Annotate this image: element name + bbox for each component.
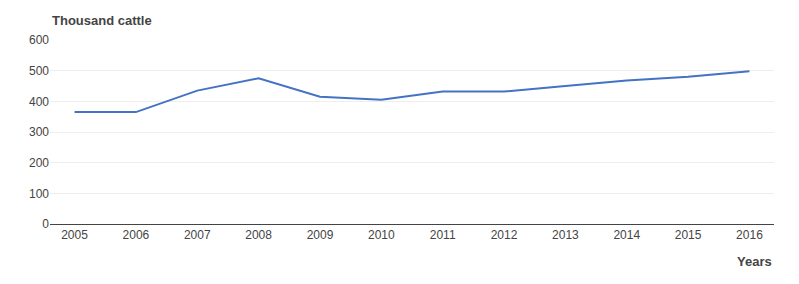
svg-text:200: 200 (29, 156, 49, 170)
svg-text:2011: 2011 (430, 228, 456, 242)
svg-text:400: 400 (29, 95, 49, 109)
svg-text:500: 500 (29, 64, 49, 78)
svg-text:2016: 2016 (736, 228, 763, 242)
svg-text:2009: 2009 (307, 228, 334, 242)
svg-text:2013: 2013 (552, 228, 579, 242)
svg-text:600: 600 (29, 33, 49, 47)
svg-text:Years: Years (737, 254, 772, 269)
svg-text:2014: 2014 (613, 228, 640, 242)
svg-text:Thousand cattle: Thousand cattle (52, 13, 152, 28)
svg-text:0: 0 (42, 217, 49, 231)
svg-text:100: 100 (29, 187, 49, 201)
svg-text:300: 300 (29, 125, 49, 139)
svg-text:2008: 2008 (245, 228, 272, 242)
svg-text:2010: 2010 (368, 228, 395, 242)
svg-text:2005: 2005 (61, 228, 88, 242)
svg-text:2006: 2006 (123, 228, 150, 242)
svg-text:2007: 2007 (184, 228, 211, 242)
svg-text:2015: 2015 (675, 228, 702, 242)
svg-text:2012: 2012 (491, 228, 518, 242)
